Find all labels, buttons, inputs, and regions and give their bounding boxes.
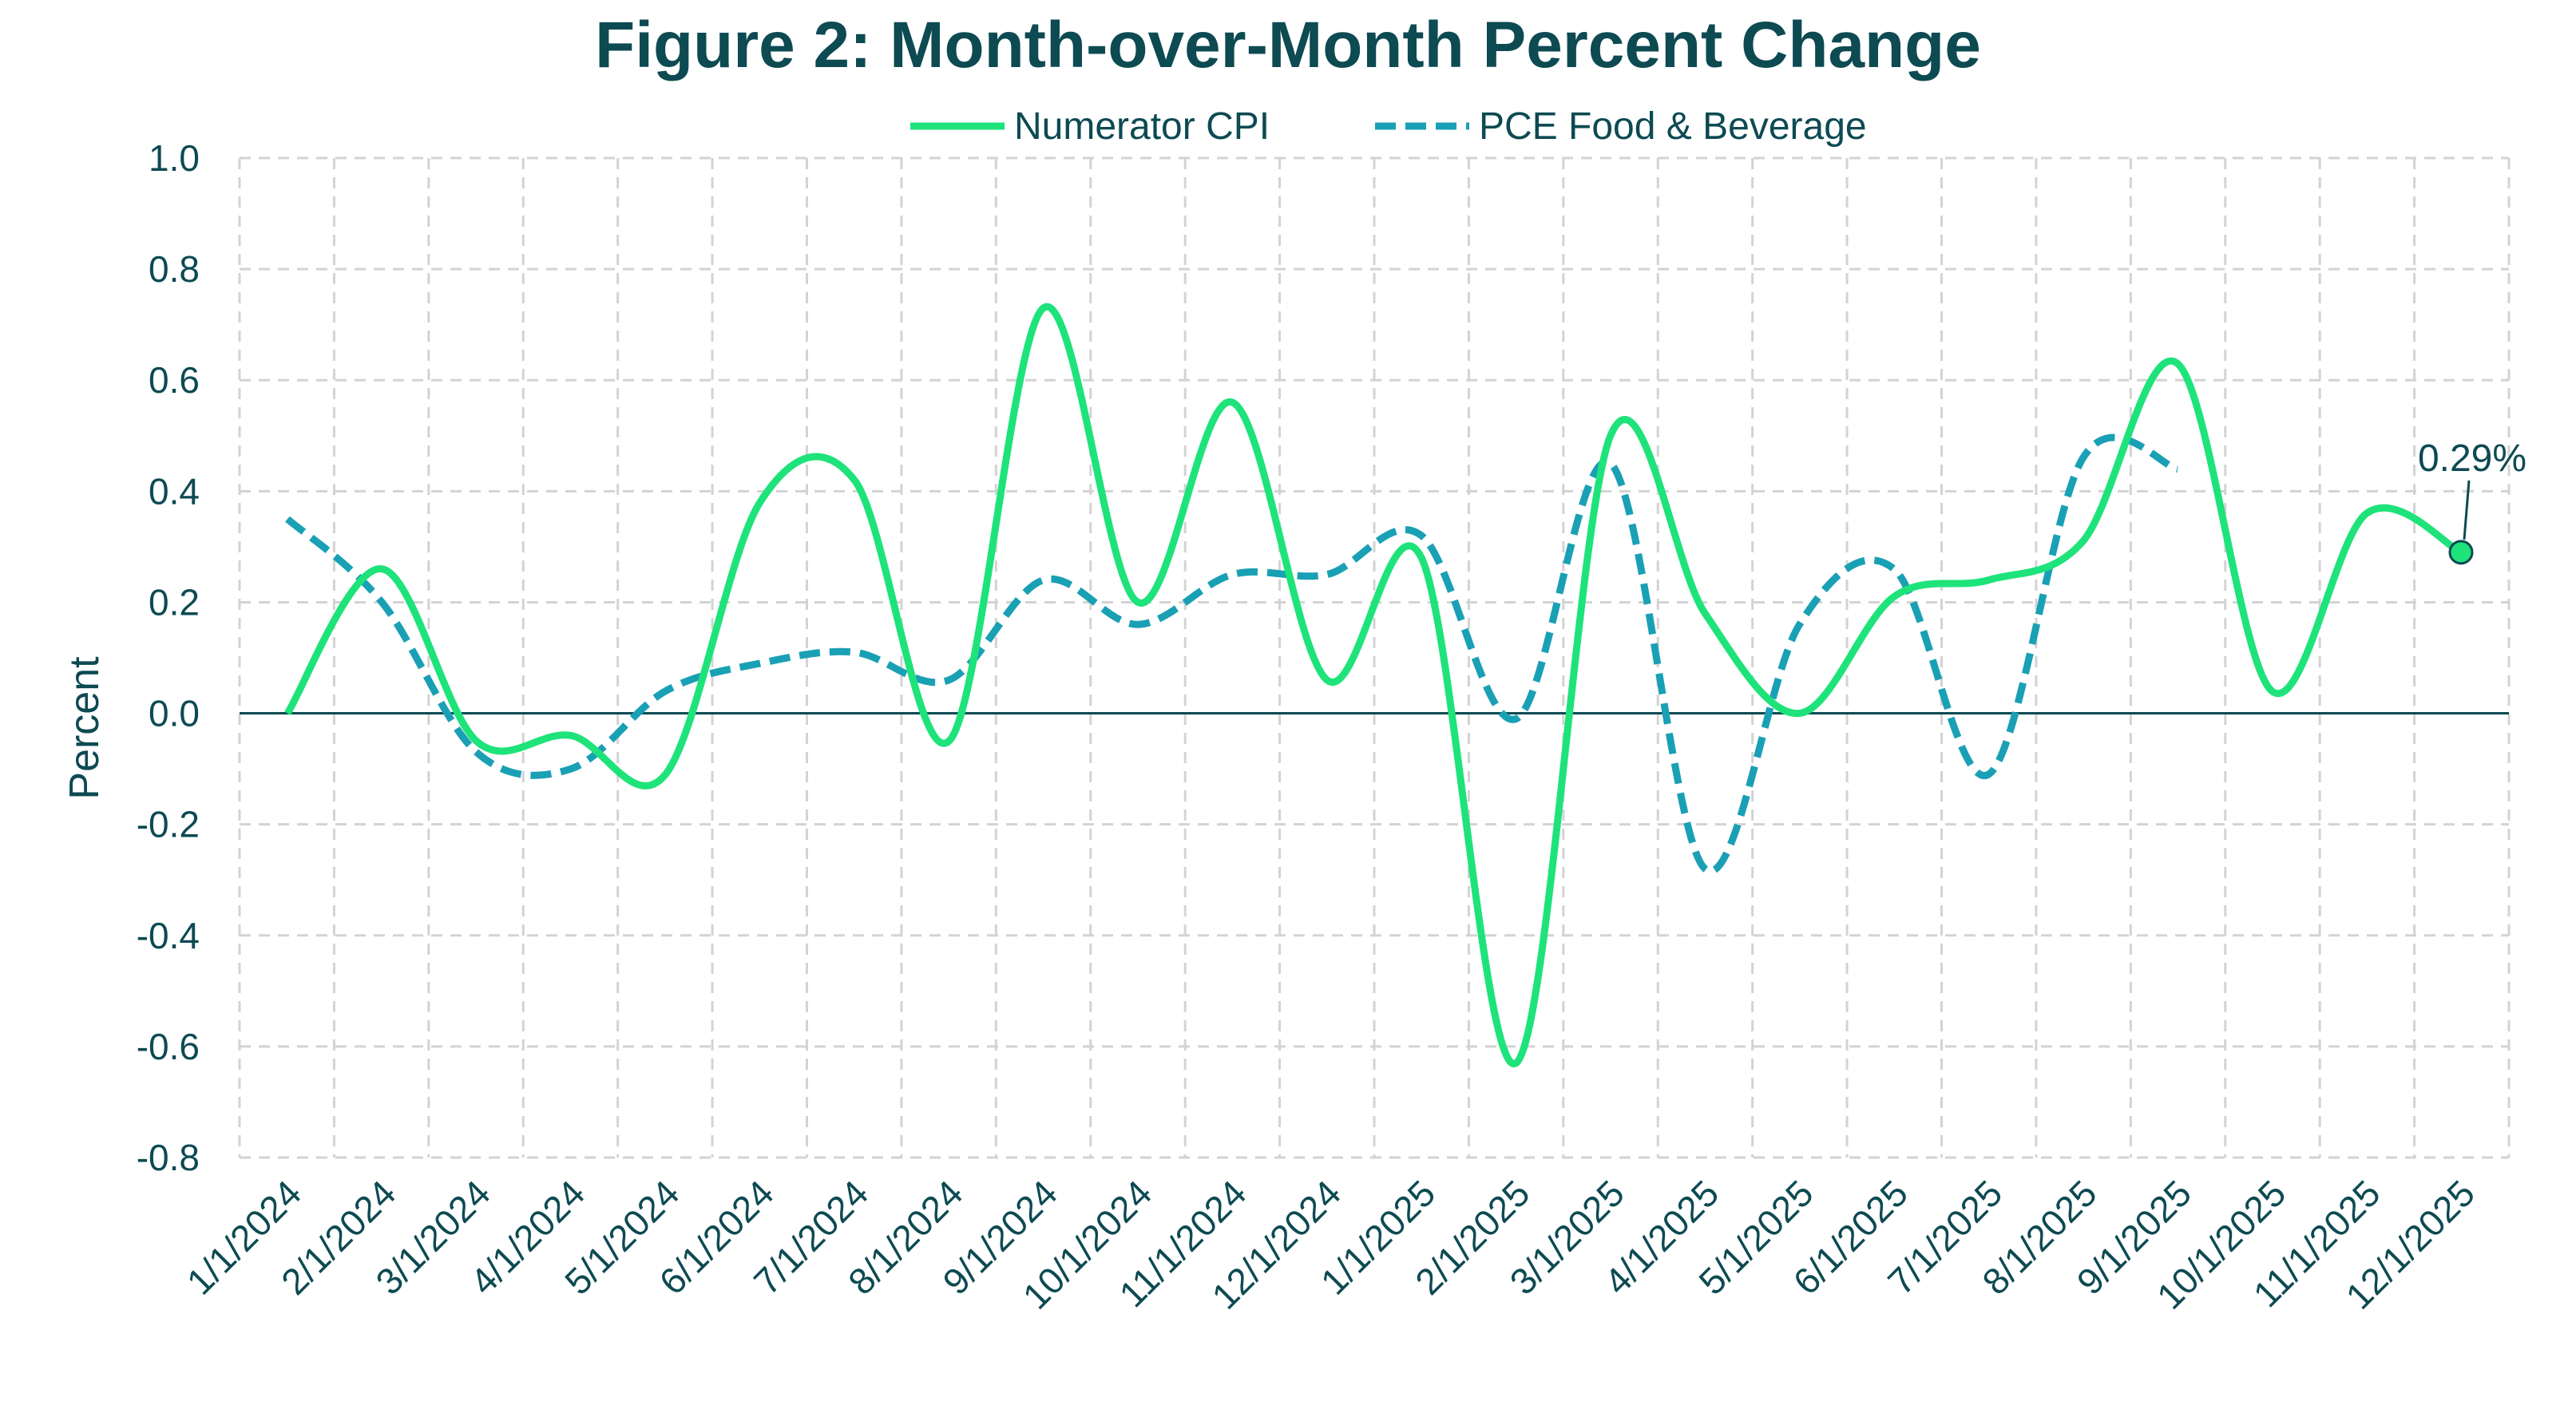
- y-tick-label: -0.4: [137, 915, 200, 956]
- y-tick-label: 0.0: [149, 693, 200, 734]
- legend-label-pce-food-beverage: PCE Food & Beverage: [1479, 105, 1867, 148]
- y-tick-labels: -0.8 -0.6 -0.4 -0.2 0.0 0.2 0.4 0.6 0.8 1.0: [137, 137, 200, 1178]
- annotation-leader-line: [2463, 480, 2471, 540]
- y-tick-label: -0.8: [137, 1137, 200, 1178]
- chart-title: Figure 2: Month-over-Month Percent Chang…: [595, 9, 1981, 81]
- series-group: [284, 303, 2463, 1067]
- legend: Numerator CPI PCE Food & Beverage: [910, 105, 1867, 148]
- annotation-label: 0.29%: [2418, 437, 2526, 480]
- y-tick-label: 0.6: [149, 359, 200, 401]
- series-line-numerator-cpi: [284, 303, 2463, 1067]
- y-tick-label: -0.6: [137, 1026, 200, 1067]
- gridlines: [238, 156, 2511, 1159]
- annotation-marker: [2448, 540, 2474, 565]
- y-tick-label: 0.8: [149, 248, 200, 290]
- y-tick-label: 0.2: [149, 581, 200, 623]
- y-axis-label: Percent: [61, 656, 108, 800]
- legend-label-numerator-cpi: Numerator CPI: [1014, 105, 1270, 148]
- annotation: 0.29%: [2418, 437, 2526, 565]
- series-line-pce-food-beverage: [285, 433, 2179, 875]
- x-tick-labels: 1/1/20242/1/20243/1/20244/1/20245/1/2024…: [179, 1172, 2483, 1316]
- y-tick-label: -0.2: [137, 804, 200, 845]
- y-tick-label: 0.4: [149, 470, 200, 512]
- y-tick-label: 1.0: [149, 137, 200, 179]
